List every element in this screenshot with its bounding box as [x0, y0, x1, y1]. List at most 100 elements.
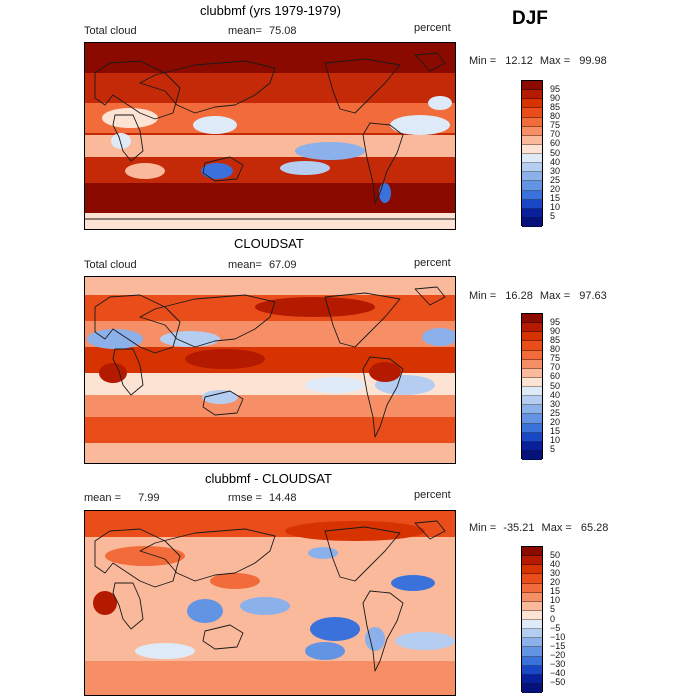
colorbar-cell	[522, 583, 542, 593]
panel-3-max-value: 65.28	[580, 522, 609, 534]
colorbar-level-label: 70	[550, 362, 561, 373]
colorbar-level-label: −10	[550, 631, 566, 642]
colorbar-cell	[522, 359, 542, 369]
panel-2-mean: mean= 67.09	[228, 259, 297, 271]
panel-3-colorbar-cells	[522, 547, 542, 693]
panel-3-colorbar	[521, 546, 543, 693]
colorbar-cell	[522, 674, 542, 684]
panel-2-max-label: Max =	[539, 290, 571, 302]
colorbar-level-label: −20	[550, 650, 566, 660]
panel-3-max-label: Max =	[541, 522, 572, 534]
panel-2-min-label: Min =	[469, 290, 497, 302]
colorbar-cell	[522, 163, 542, 173]
panel-2-mean-value: 67.09	[269, 259, 297, 271]
colorbar-cell	[522, 108, 542, 118]
colorbar-level-label: 50	[550, 147, 561, 158]
colorbar-level-label: 0	[550, 613, 556, 624]
colorbar-level-label: 25	[550, 174, 561, 185]
colorbar-level-label: 95	[550, 316, 561, 327]
colorbar-cell	[522, 547, 542, 557]
colorbar-cell	[522, 323, 542, 333]
panel-1-colorbar-cells	[522, 81, 542, 227]
colorbar-level-label: 20	[550, 184, 561, 194]
colorbar-cell	[522, 117, 542, 127]
panel-1-mean-value: 75.08	[269, 25, 297, 37]
colorbar-cell	[522, 190, 542, 200]
colorbar-level-label: 5	[550, 444, 556, 455]
panel-3-title: clubbmf - CLOUDSAT	[205, 471, 332, 486]
colorbar-cell	[522, 154, 542, 164]
panel-2-colorbar	[521, 313, 543, 460]
panel-3-min-value: -35.21	[503, 522, 535, 534]
panel-3-rmse-value: 14.48	[269, 492, 297, 504]
panel-1-min-label: Min =	[469, 55, 497, 67]
colorbar-cell	[522, 620, 542, 630]
colorbar-cell	[522, 629, 542, 639]
panel-2-coastlines	[94, 286, 446, 438]
colorbar-cell	[522, 81, 542, 91]
panel-1-colorbar	[521, 80, 543, 227]
colorbar-cell	[522, 450, 542, 460]
panel-2-units: percent	[414, 257, 451, 269]
colorbar-level-label: −5	[550, 622, 561, 633]
panel-2-colorbar-cells	[522, 314, 542, 460]
colorbar-cell	[522, 208, 542, 218]
colorbar-level-label: 15	[550, 586, 561, 597]
colorbar-cell	[522, 601, 542, 611]
panel-3-min-label: Min =	[469, 522, 497, 534]
colorbar-cell	[522, 574, 542, 584]
colorbar-cell	[522, 665, 542, 675]
colorbar-level-label: 50	[550, 380, 561, 391]
colorbar-cell	[522, 199, 542, 209]
panel-3-minmax: Min = -35.21 Max = 65.28	[469, 522, 608, 534]
panel-3-mean: mean = 7.99	[84, 492, 159, 504]
colorbar-level-label: −40	[550, 668, 566, 679]
colorbar-level-label: −50	[550, 677, 566, 688]
panel-3-map	[84, 510, 456, 696]
colorbar-level-label: 40	[550, 156, 561, 167]
colorbar-cell	[522, 405, 542, 415]
colorbar-cell	[522, 126, 542, 136]
colorbar-cell	[522, 332, 542, 342]
colorbar-cell	[522, 656, 542, 666]
colorbar-level-label: 10	[550, 202, 561, 213]
colorbar-cell	[522, 144, 542, 154]
colorbar-cell	[522, 377, 542, 387]
colorbar-cell	[522, 135, 542, 145]
colorbar-level-label: 80	[550, 111, 561, 121]
colorbar-level-label: 10	[550, 595, 561, 606]
panel-3-mean-label: mean =	[84, 492, 121, 504]
colorbar-cell	[522, 610, 542, 620]
panel-2-map	[84, 276, 456, 464]
colorbar-cell	[522, 423, 542, 433]
colorbar-level-label: 30	[550, 165, 561, 176]
panel-2-min-value: 16.28	[505, 290, 533, 302]
panel-3-rmse-label: rmse =	[228, 492, 262, 504]
colorbar-cell	[522, 172, 542, 182]
colorbar-level-label: 85	[550, 334, 561, 345]
panel-3-rmse: rmse = 14.48	[228, 492, 297, 504]
colorbar-cell	[522, 441, 542, 451]
colorbar-cell	[522, 350, 542, 360]
colorbar-cell	[522, 592, 542, 602]
colorbar-cell	[522, 99, 542, 109]
colorbar-cell	[522, 683, 542, 693]
panel-3-units: percent	[414, 489, 451, 501]
panel-1-variable-label: Total cloud	[84, 25, 137, 37]
colorbar-level-label: 90	[550, 92, 561, 103]
colorbar-level-label: 60	[550, 138, 561, 149]
colorbar-level-label: 40	[550, 389, 561, 400]
colorbar-level-label: 50	[550, 549, 561, 560]
colorbar-cell	[522, 314, 542, 324]
panel-2-field	[85, 277, 455, 463]
colorbar-cell	[522, 396, 542, 406]
colorbar-cell	[522, 556, 542, 566]
colorbar-cell	[522, 368, 542, 378]
colorbar-level-label: 25	[550, 407, 561, 418]
panel-2-max-value: 97.63	[579, 290, 607, 302]
colorbar-cell	[522, 647, 542, 657]
panel-1-max-value: 99.98	[579, 55, 607, 67]
colorbar-level-label: 60	[550, 371, 561, 382]
colorbar-cell	[522, 432, 542, 442]
colorbar-level-label: 80	[550, 344, 561, 354]
